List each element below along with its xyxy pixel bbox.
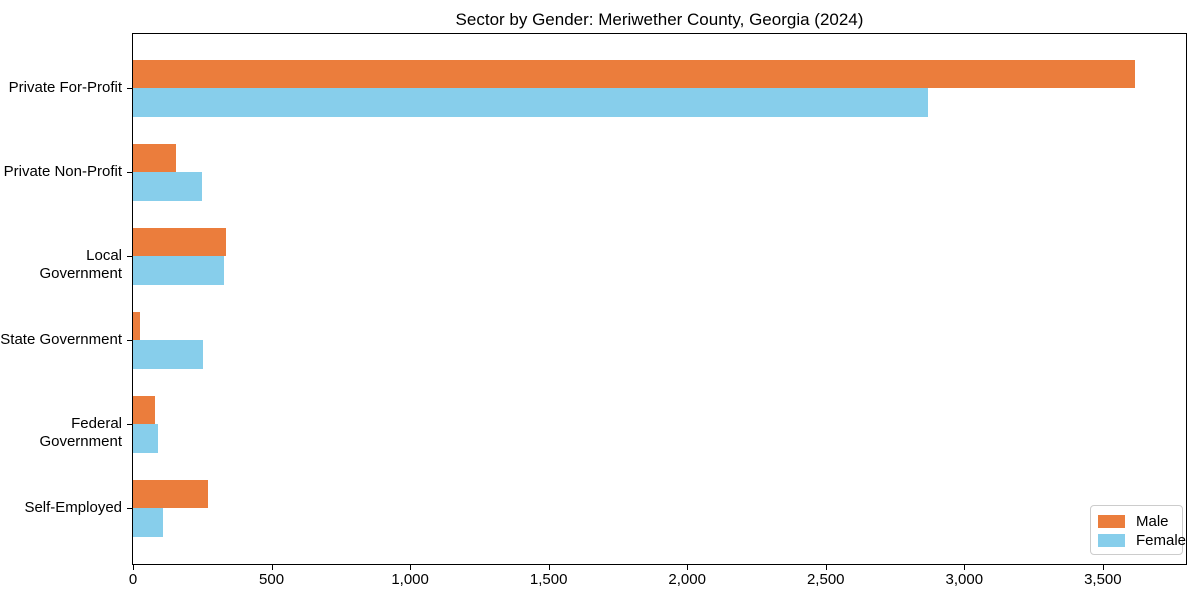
y-tick-label: State Government [0, 331, 122, 348]
y-tick-mark [127, 256, 132, 257]
y-tick-label: Private Non-Profit [3, 163, 122, 180]
legend-item-female: Female [1098, 531, 1186, 550]
bar-male-2 [133, 227, 227, 256]
bar-male-0 [133, 59, 1136, 88]
y-tick-mark [127, 172, 132, 173]
x-tick-mark [548, 565, 550, 570]
chart-title: Sector by Gender: Meriwether County, Geo… [455, 10, 864, 29]
bar-female-1 [133, 172, 202, 201]
legend-label-male: Male [1136, 513, 1169, 530]
x-tick-mark [687, 565, 689, 570]
bar-female-5 [133, 508, 164, 537]
y-tick-mark [127, 424, 132, 425]
y-tick-mark [127, 88, 132, 89]
x-tick-label: 3,500 [1084, 571, 1122, 588]
x-tick-mark [825, 565, 827, 570]
bar-female-4 [133, 424, 159, 453]
bar-male-3 [133, 311, 140, 340]
x-tick-mark [133, 565, 134, 570]
x-tick-label: 1,500 [529, 571, 568, 588]
bar-female-0 [133, 88, 929, 117]
x-tick-mark [1102, 565, 1104, 570]
legend-item-male: Male [1098, 512, 1182, 531]
x-tick-label: 2,000 [668, 571, 706, 588]
x-tick-label: 1,000 [391, 571, 429, 588]
x-tick-mark [410, 565, 412, 570]
x-tick-label: 2,500 [806, 571, 845, 588]
legend-label-female: Female [1136, 532, 1187, 549]
y-tick-label: Private For-Profit [8, 79, 122, 96]
legend-swatch-female [1098, 534, 1125, 547]
bar-female-2 [133, 256, 225, 285]
y-tick-label: Self-Employed [24, 499, 122, 516]
legend-swatch-male [1098, 515, 1125, 528]
y-tick-label: Local Government [39, 247, 122, 282]
x-tick-mark [964, 565, 966, 570]
x-tick-label: 0 [128, 571, 138, 588]
x-tick-label: 500 [259, 571, 285, 588]
bar-male-5 [133, 479, 208, 508]
legend: Male Female [1090, 505, 1186, 555]
y-tick-label: Federal Government [39, 415, 122, 450]
x-tick-label: 3,000 [945, 571, 984, 588]
y-tick-mark [127, 340, 132, 341]
bar-male-4 [133, 395, 156, 424]
bar-female-3 [133, 340, 204, 369]
plot-area [132, 33, 1187, 565]
x-tick-mark [271, 565, 273, 570]
bar-male-1 [133, 143, 177, 172]
y-tick-mark [127, 508, 132, 509]
